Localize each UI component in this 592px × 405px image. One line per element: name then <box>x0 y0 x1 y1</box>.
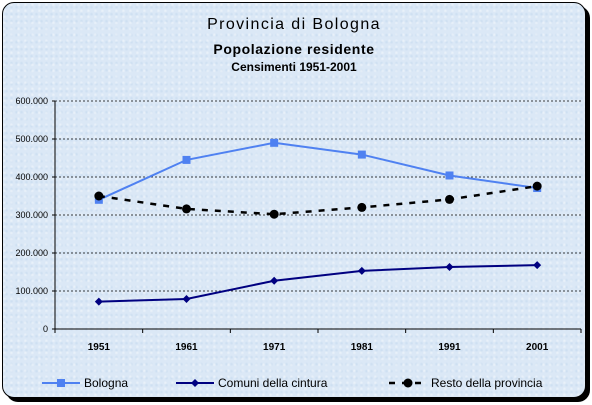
series-line-bologna <box>98 141 538 201</box>
chart-title: Provincia di Bologna <box>207 16 381 33</box>
data-point-resto-della-provincia <box>269 209 279 219</box>
x-tick-label: 1951 <box>88 342 111 353</box>
y-tick-label: 200.000 <box>15 248 48 258</box>
data-point-resto-della-provincia <box>445 194 454 204</box>
series-line-resto-della-provincia <box>98 184 538 216</box>
y-tick-label: 400.000 <box>15 172 48 182</box>
legend-label-resto-della-provincia: Resto della provincia <box>431 376 543 390</box>
data-point-bologna <box>357 150 366 159</box>
legend-label-bologna: Bologna <box>84 376 128 390</box>
data-point-comuni-della-cintura <box>94 297 103 306</box>
chart-subtitle: Popolazione residente <box>213 41 375 57</box>
data-point-bologna <box>445 171 454 180</box>
y-tick-label: 300.000 <box>15 210 48 220</box>
y-tick-label: 600.000 <box>15 96 48 106</box>
x-tick-label: 1961 <box>175 342 198 353</box>
x-tick-label: 1971 <box>263 342 286 353</box>
data-point-comuni-della-cintura <box>270 276 279 285</box>
y-tick-label: 100.000 <box>15 286 48 296</box>
data-point-resto-della-provincia <box>94 191 104 201</box>
x-tick-label: 1991 <box>438 342 461 353</box>
chart-frame: Provincia di Bologna Popolazione residen… <box>2 2 586 398</box>
data-point-comuni-della-cintura <box>533 261 542 270</box>
data-point-resto-della-provincia <box>357 202 367 212</box>
data-point-resto-della-provincia <box>532 181 542 191</box>
data-point-comuni-della-cintura <box>445 263 454 272</box>
x-tick-label: 1981 <box>351 342 374 353</box>
series-line-comuni-della-cintura <box>98 264 538 303</box>
data-point-resto-della-provincia <box>182 204 191 214</box>
legend-marker-resto-della-provincia <box>403 378 413 388</box>
x-tick-label: 2001 <box>526 342 549 353</box>
chart-subtitle-census: Censimenti 1951-2001 <box>231 60 357 74</box>
data-point-comuni-della-cintura <box>182 294 191 303</box>
legend-marker-comuni-della-cintura <box>191 379 199 387</box>
data-point-comuni-della-cintura <box>357 266 366 275</box>
data-point-bologna <box>182 155 191 164</box>
y-tick-label: 500.000 <box>15 134 48 144</box>
legend-label-comuni-della-cintura: Comuni della cintura <box>218 376 328 390</box>
y-tick-label: 0 <box>43 324 48 334</box>
data-point-bologna <box>270 138 279 147</box>
legend-marker-bologna <box>57 379 65 387</box>
